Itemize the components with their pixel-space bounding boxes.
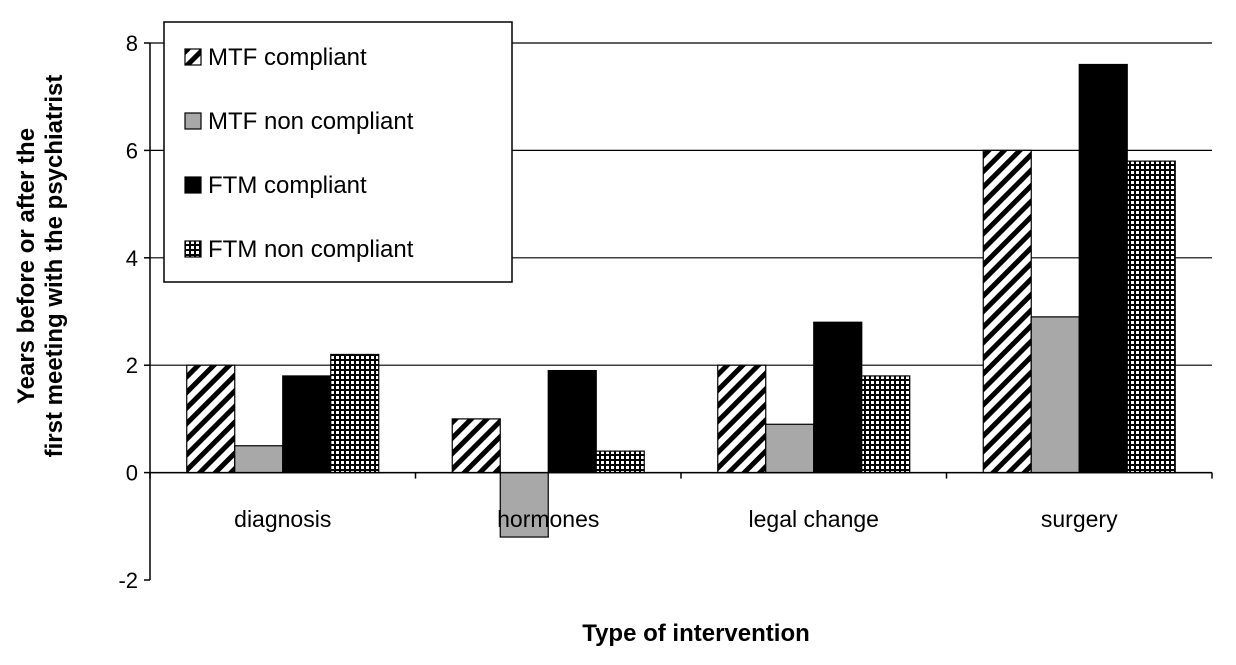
bar-mtf-non-compliant-legal-change — [765, 423, 815, 474]
legend-label: FTM compliant — [208, 172, 367, 199]
y-tick-labels: -2 0 2 4 6 8 — [118, 31, 138, 593]
bars — [186, 63, 1176, 538]
y-tick-label: 8 — [126, 31, 138, 56]
legend-label: FTM non compliant — [208, 236, 414, 263]
bar-mtf-compliant-surgery — [982, 149, 1032, 474]
legend-label: MTF compliant — [208, 44, 367, 71]
bar-mtf-non-compliant-surgery — [1030, 316, 1080, 474]
bar-ftm-compliant-hormones — [547, 369, 597, 474]
y-tick-label: 6 — [126, 138, 138, 163]
x-axis-title: Type of intervention — [582, 620, 810, 647]
bar-ftm-non-compliant-diagnosis — [330, 353, 380, 474]
y-tick-label: 4 — [126, 246, 138, 271]
bar-ftm-compliant-surgery — [1078, 63, 1128, 474]
bar-mtf-compliant-diagnosis — [186, 364, 236, 474]
bar-ftm-non-compliant-surgery — [1126, 160, 1176, 474]
legend-swatch — [184, 176, 202, 194]
x-category-label: surgery — [1041, 506, 1118, 532]
legend: MTF compliant MTF non compliant FTM compli… — [163, 21, 513, 283]
x-category-label: diagnosis — [234, 506, 331, 532]
bar-ftm-non-compliant-hormones — [595, 450, 645, 474]
legend-box — [163, 21, 513, 283]
x-category-label: legal change — [749, 506, 879, 532]
y-axis-title-line-2: first meeting with the psychiatrist — [41, 75, 68, 458]
y-axis-title-line-1: Years before or after the — [13, 128, 40, 404]
y-tick-label: 2 — [126, 353, 138, 378]
x-category-labels: diagnosis hormones legal change surgery — [234, 506, 1118, 532]
y-tick-label: 0 — [126, 461, 138, 486]
bar-mtf-compliant-hormones — [451, 418, 501, 474]
bar-ftm-non-compliant-legal-change — [861, 375, 911, 474]
y-tick-label: -2 — [118, 568, 138, 593]
legend-label: MTF non compliant — [208, 108, 414, 135]
axes — [144, 42, 1213, 581]
bar-ftm-compliant-legal-change — [813, 321, 863, 474]
bar-mtf-non-compliant-diagnosis — [234, 445, 284, 474]
x-category-label: hormones — [497, 506, 599, 532]
legend-swatch — [184, 240, 202, 258]
legend-swatch — [184, 112, 202, 130]
bar-ftm-compliant-diagnosis — [282, 375, 332, 474]
y-axis-title: Years before or after the first meeting … — [13, 75, 68, 458]
bar-mtf-compliant-legal-change — [717, 364, 767, 474]
legend-swatch — [184, 48, 202, 66]
